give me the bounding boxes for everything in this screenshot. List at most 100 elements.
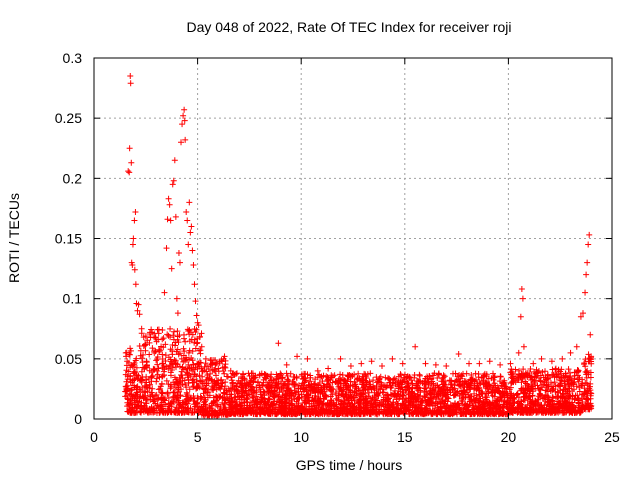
data-point: [543, 409, 550, 416]
data-point: [573, 343, 580, 350]
data-point: [575, 397, 582, 404]
data-point: [132, 209, 139, 216]
data-point: [189, 368, 196, 375]
data-point: [138, 368, 145, 375]
data-point: [221, 363, 228, 370]
data-point: [481, 373, 488, 380]
data-point: [234, 388, 241, 395]
data-point: [124, 376, 131, 383]
data-point: [127, 80, 134, 87]
data-point: [142, 382, 149, 389]
data-point: [280, 411, 287, 418]
data-point: [337, 384, 344, 391]
data-point: [360, 391, 367, 398]
data-point: [182, 393, 189, 400]
data-point: [339, 407, 346, 414]
data-point: [178, 139, 185, 146]
data-point: [406, 385, 413, 392]
data-point: [138, 355, 145, 362]
data-point: [569, 407, 576, 414]
data-point: [390, 407, 397, 414]
data-point: [574, 366, 581, 373]
data-point: [275, 381, 282, 388]
data-point: [164, 216, 171, 223]
data-point: [438, 403, 445, 410]
data-point: [508, 409, 515, 416]
data-point: [160, 394, 167, 401]
data-point: [579, 310, 586, 317]
data-point: [267, 373, 274, 380]
data-point: [515, 377, 522, 384]
data-point: [435, 370, 442, 377]
data-point: [428, 376, 435, 383]
data-point: [315, 395, 322, 402]
data-point: [123, 392, 130, 399]
data-point: [242, 410, 249, 417]
data-point: [410, 402, 417, 409]
data-point: [178, 368, 185, 375]
data-point: [555, 366, 562, 373]
data-point: [238, 400, 245, 407]
data-point: [205, 411, 212, 418]
data-point: [545, 405, 552, 412]
data-point: [558, 377, 565, 384]
data-point: [451, 385, 458, 392]
data-point: [147, 392, 154, 399]
data-point: [490, 376, 497, 383]
data-point: [507, 401, 514, 408]
data-point: [188, 336, 195, 343]
data-point: [233, 370, 240, 377]
data-point: [126, 169, 133, 176]
data-point: [182, 136, 189, 143]
data-point: [122, 383, 129, 390]
data-point: [421, 410, 428, 417]
data-point: [400, 400, 407, 407]
data-point: [186, 396, 193, 403]
data-point: [382, 407, 389, 414]
data-point: [129, 241, 136, 248]
data-point: [216, 394, 223, 401]
data-point: [334, 379, 341, 386]
data-point: [221, 353, 228, 360]
data-point: [193, 400, 200, 407]
x-tick-label: 15: [397, 429, 413, 445]
data-point: [387, 384, 394, 391]
data-point: [243, 380, 250, 387]
data-point: [368, 358, 375, 365]
data-point: [524, 407, 531, 414]
data-point: [400, 392, 407, 399]
data-point: [173, 295, 180, 302]
data-point: [454, 388, 461, 395]
data-point: [193, 312, 200, 319]
data-point: [303, 411, 310, 418]
data-point: [517, 408, 524, 415]
data-point: [258, 399, 265, 406]
data-point: [399, 360, 406, 367]
data-point: [384, 402, 391, 409]
data-point: [548, 398, 555, 405]
data-point: [457, 375, 464, 382]
data-point: [492, 384, 499, 391]
data-point: [471, 378, 478, 385]
data-point: [155, 405, 162, 412]
data-point: [269, 393, 276, 400]
data-point: [166, 201, 173, 208]
data-point: [146, 329, 153, 336]
data-point: [342, 378, 349, 385]
data-point: [180, 358, 187, 365]
data-point: [322, 392, 329, 399]
data-point: [328, 374, 335, 381]
data-point: [228, 410, 235, 417]
data-point: [138, 325, 145, 332]
data-point: [165, 409, 172, 416]
data-point: [367, 370, 374, 377]
data-point: [250, 375, 257, 382]
data-point: [155, 346, 162, 353]
data-point: [209, 367, 216, 374]
data-point: [289, 378, 296, 385]
data-point: [132, 392, 139, 399]
data-point: [286, 410, 293, 417]
data-point: [124, 358, 131, 365]
data-point: [530, 403, 537, 410]
data-point: [205, 366, 212, 373]
